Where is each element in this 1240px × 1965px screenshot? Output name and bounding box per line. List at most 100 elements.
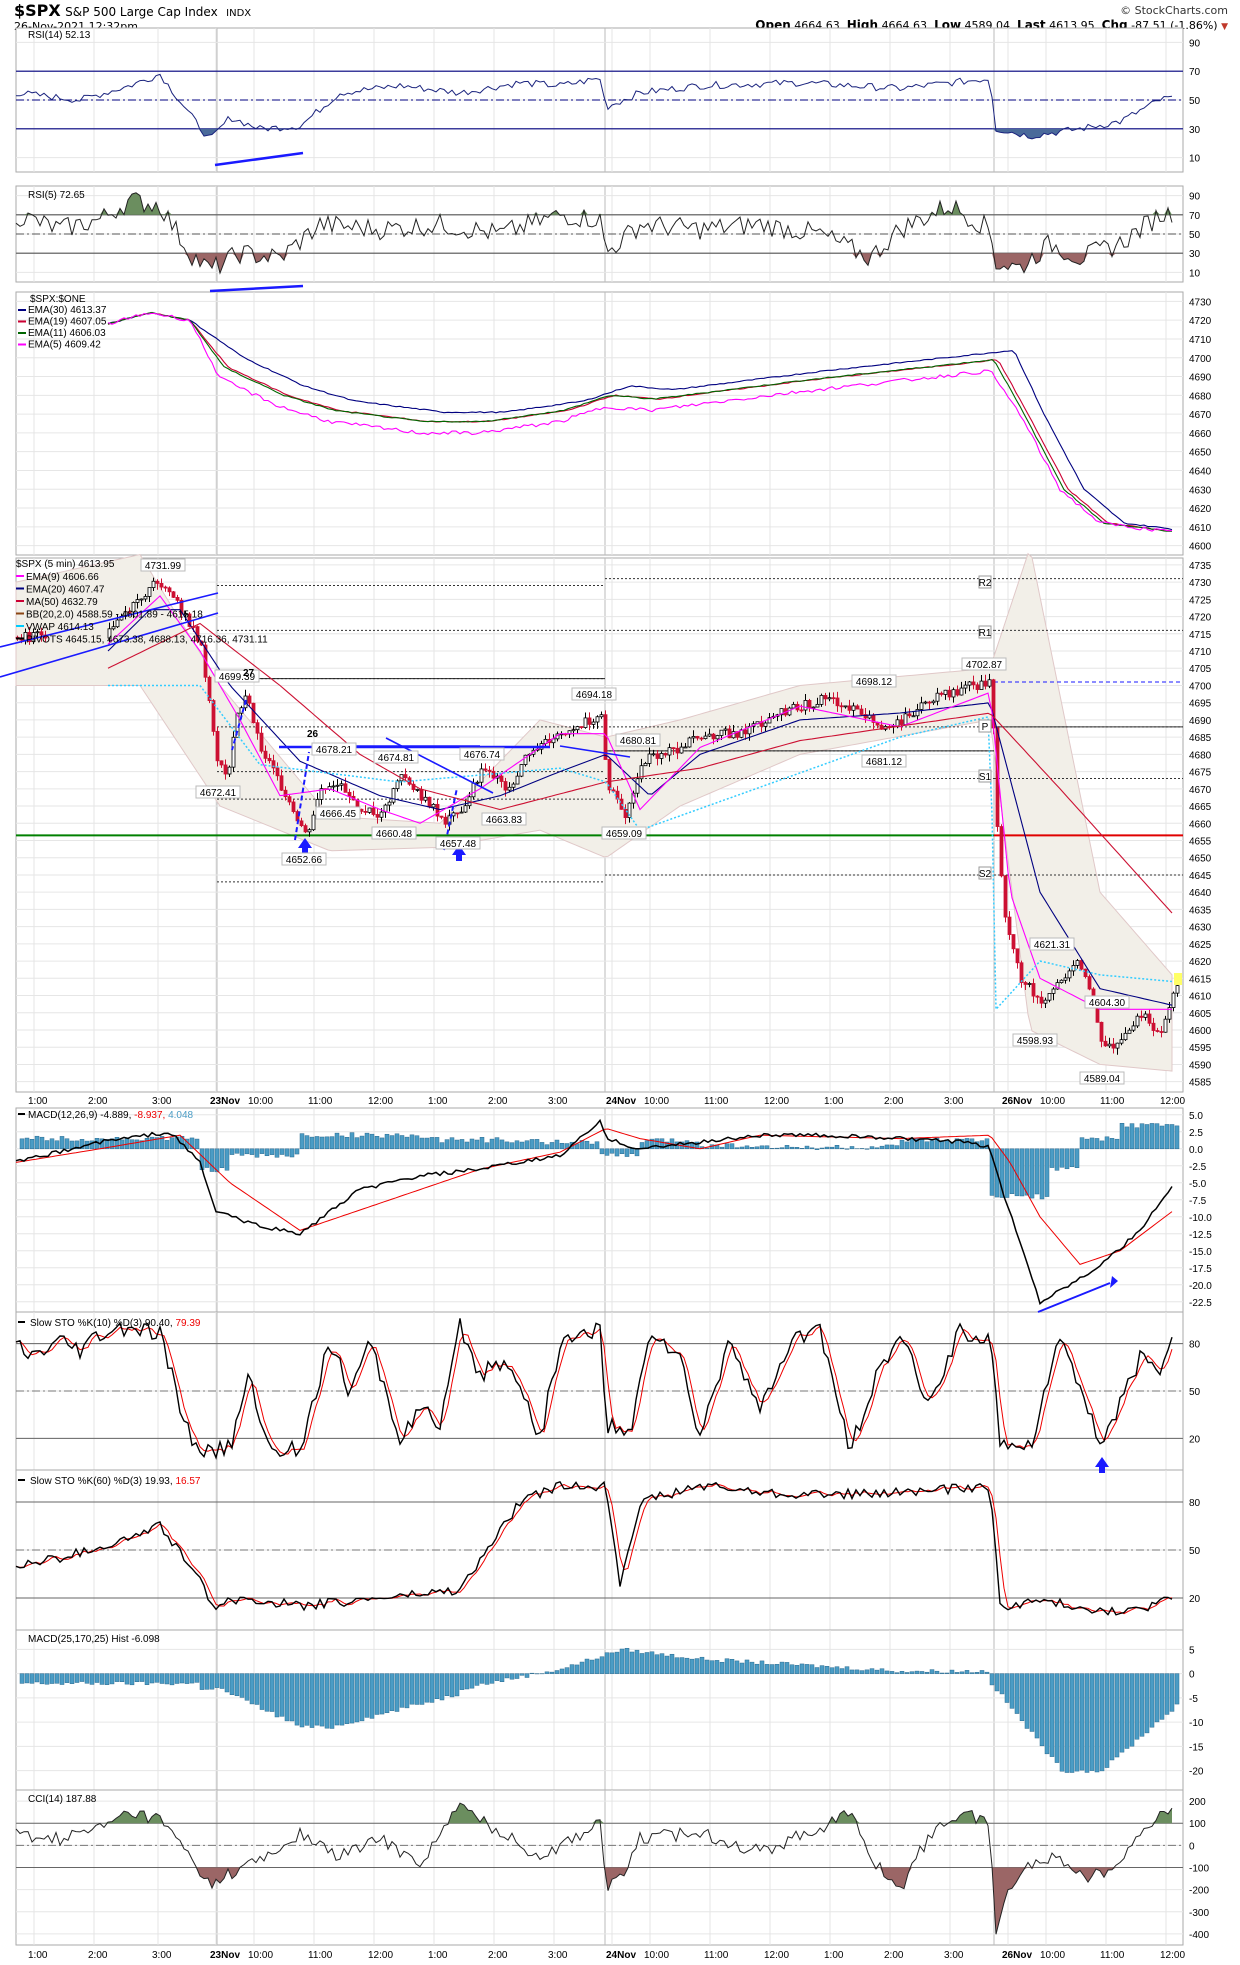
- price-annotation: 4702.87: [961, 657, 1007, 671]
- svg-text:R2: R2: [979, 578, 992, 589]
- y-tick-label: 4670: [1189, 785, 1212, 796]
- y-tick-label: 4690: [1189, 373, 1212, 384]
- y-tick-label: 80: [1189, 1340, 1201, 1351]
- copyright: © StockCharts.com: [1120, 4, 1228, 17]
- svg-text:11:00: 11:00: [308, 1950, 333, 1961]
- y-tick-label: -200: [1189, 1886, 1209, 1897]
- y-tick-label: 4720: [1189, 613, 1212, 624]
- y-tick-label: 30: [1189, 125, 1201, 136]
- macd-histogram: [19, 1123, 1180, 1200]
- y-tick-label: -300: [1189, 1908, 1209, 1919]
- svg-text:26Nov: 26Nov: [1002, 1096, 1032, 1107]
- y-tick-label: -17.5: [1189, 1264, 1212, 1275]
- svg-text:3:00: 3:00: [152, 1096, 172, 1107]
- down-arrow-icon: ▼: [1221, 22, 1228, 32]
- price-annotation: 4657.48: [435, 836, 481, 850]
- svg-text:4702.87: 4702.87: [966, 660, 1003, 671]
- y-tick-label: 4660: [1189, 429, 1212, 440]
- rsi5-title: RSI(5) 72.65: [28, 190, 85, 201]
- y-tick-label: 4730: [1189, 297, 1212, 308]
- pivot-label-s1: S1: [978, 769, 992, 783]
- y-tick-label: 4690: [1189, 716, 1212, 727]
- svg-text:2:00: 2:00: [488, 1096, 508, 1107]
- svg-text:2:00: 2:00: [884, 1950, 904, 1961]
- svg-text:MA(50) 4632.79: MA(50) 4632.79: [26, 597, 98, 608]
- price-annotation: 4681.12: [861, 754, 907, 768]
- y-tick-label: -10: [1189, 1718, 1204, 1729]
- y-tick-label: -22.5: [1189, 1298, 1212, 1309]
- svg-text:24Nov: 24Nov: [606, 1096, 636, 1107]
- candlesticks: [15, 577, 1180, 1055]
- svg-text:11:00: 11:00: [308, 1096, 333, 1107]
- y-tick-label: 2.5: [1189, 1128, 1203, 1139]
- svg-text:4652.66: 4652.66: [286, 855, 323, 866]
- svg-text:P: P: [982, 722, 989, 733]
- y-tick-label: 4620: [1189, 957, 1212, 968]
- rsi-divergence-line: [214, 151, 304, 167]
- macd-title: MACD(12,26,9) -4.889, -8.937, 4.048: [18, 1110, 194, 1121]
- svg-text:4676.74: 4676.74: [464, 750, 501, 761]
- y-tick-label: 4735: [1189, 561, 1212, 572]
- price-annotation: 4659.09: [601, 826, 647, 840]
- wave-label: 27: [243, 668, 255, 679]
- svg-text:10:00: 10:00: [644, 1096, 669, 1107]
- svg-text:4699.39: 4699.39: [219, 672, 256, 683]
- svg-text:EMA(9) 4606.66: EMA(9) 4606.66: [26, 572, 99, 583]
- price-annotation: 4674.81: [373, 750, 419, 764]
- rsi5-divergence-line: [209, 284, 304, 293]
- svg-text:12:00: 12:00: [1160, 1096, 1185, 1107]
- svg-text:23Nov: 23Nov: [210, 1096, 240, 1107]
- up-arrow-icon: [452, 845, 466, 861]
- svg-text:11:00: 11:00: [1100, 1950, 1125, 1961]
- svg-text:4604.30: 4604.30: [1089, 998, 1126, 1009]
- svg-text:12:00: 12:00: [368, 1950, 393, 1961]
- time-axis: 1:00 2:00 3:00 23Nov 10:00 11:00 12:00 1:00 2:00…: [28, 1096, 1185, 1107]
- y-tick-label: -100: [1189, 1864, 1209, 1875]
- svg-text:11:00: 11:00: [704, 1950, 729, 1961]
- y-tick-label: 4665: [1189, 802, 1212, 813]
- svg-text:2:00: 2:00: [488, 1950, 508, 1961]
- exchange: INDX: [226, 8, 252, 19]
- y-tick-label: 70: [1189, 67, 1201, 78]
- svg-text:24Nov: 24Nov: [606, 1950, 636, 1961]
- svg-text:4666.45: 4666.45: [320, 809, 357, 820]
- y-tick-label: -10.0: [1189, 1213, 1212, 1224]
- y-tick-label: 70: [1189, 211, 1201, 222]
- svg-text:MACD(12,26,9) -4.889, -8.937,: MACD(12,26,9) -4.889, -8.937, 4.048: [28, 1110, 194, 1121]
- pivot-label-r2: R2: [978, 575, 992, 589]
- svg-text:PIVOTS 4645.15, 4673.38, 4688.: PIVOTS 4645.15, 4673.38, 4688.13, 4716.3…: [26, 635, 268, 646]
- panel-ema_overlay: 4600 4610 4620 4630 4640 4650 4660 4670 4680 4690…: [15, 291, 1212, 556]
- svg-text:1:00: 1:00: [428, 1096, 448, 1107]
- svg-text:EMA(5) 4609.42: EMA(5) 4609.42: [28, 340, 101, 351]
- y-tick-label: 4625: [1189, 940, 1212, 951]
- y-tick-label: 0: [1189, 1670, 1195, 1681]
- svg-text:Slow STO %K(10) %D(3) 90.40, 7: Slow STO %K(10) %D(3) 90.40, 79.39: [30, 1318, 201, 1329]
- price-annotation: 4652.66: [281, 852, 327, 866]
- pivot-label-r1: R1: [978, 625, 992, 639]
- y-tick-label: 4615: [1189, 974, 1212, 985]
- y-tick-label: 4655: [1189, 837, 1212, 848]
- svg-text:10:00: 10:00: [1040, 1950, 1065, 1961]
- y-tick-label: 4600: [1189, 542, 1212, 553]
- price-annotation: 4604.30: [1084, 995, 1130, 1009]
- y-tick-label: -15.0: [1189, 1247, 1212, 1258]
- svg-text:1:00: 1:00: [824, 1096, 844, 1107]
- y-tick-label: 10: [1189, 154, 1201, 165]
- svg-text:$SPX (5 min) 4613.95: $SPX (5 min) 4613.95: [16, 559, 115, 570]
- y-tick-label: 4610: [1189, 992, 1212, 1003]
- svg-text:4698.12: 4698.12: [856, 677, 893, 688]
- y-tick-label: -2.5: [1189, 1162, 1207, 1173]
- y-tick-label: 200: [1189, 1797, 1206, 1808]
- y-tick-label: 50: [1189, 96, 1201, 107]
- price-annotation: 4672.41: [195, 785, 241, 799]
- sto60-title: Slow STO %K(60) %D(3) 19.93, 16.57: [18, 1476, 201, 1487]
- svg-text:3:00: 3:00: [152, 1950, 172, 1961]
- y-tick-label: 4710: [1189, 335, 1212, 346]
- y-tick-label: 4670: [1189, 410, 1212, 421]
- svg-text:1:00: 1:00: [28, 1096, 48, 1107]
- svg-text:3:00: 3:00: [944, 1096, 964, 1107]
- y-tick-label: 4610: [1189, 523, 1212, 534]
- svg-text:11:00: 11:00: [1100, 1096, 1125, 1107]
- svg-text:1:00: 1:00: [428, 1950, 448, 1961]
